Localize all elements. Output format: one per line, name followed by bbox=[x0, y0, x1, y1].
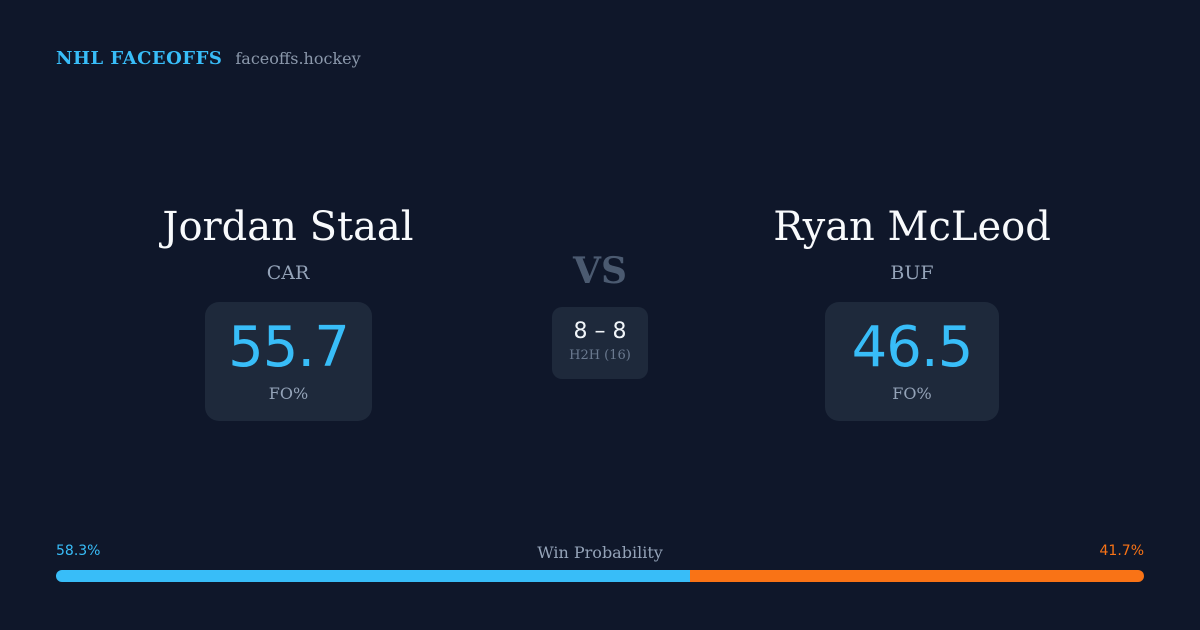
right-player-team: BUF bbox=[890, 262, 934, 284]
versus-label: VS bbox=[573, 250, 627, 292]
head-to-head-score: 8 – 8 bbox=[573, 319, 627, 344]
left-player-name: Jordan Staal bbox=[162, 204, 414, 250]
win-probability-bar bbox=[56, 570, 1144, 582]
right-probability-fill bbox=[690, 570, 1144, 582]
brand-domain: faceoffs.hockey bbox=[235, 49, 361, 68]
win-probability-title: Win Probability bbox=[537, 543, 663, 562]
left-faceoff-label: FO% bbox=[268, 384, 309, 403]
right-win-probability: 41.7% bbox=[1099, 543, 1144, 559]
right-faceoff-percentage: 46.5 bbox=[851, 315, 974, 380]
left-faceoff-stat-card: 55.7 FO% bbox=[205, 302, 372, 421]
right-player-name: Ryan McLeod bbox=[773, 204, 1051, 250]
left-player-team: CAR bbox=[266, 262, 310, 284]
left-faceoff-percentage: 55.7 bbox=[228, 315, 350, 380]
right-faceoff-label: FO% bbox=[892, 384, 932, 403]
brand-title: NHL FACEOFFS bbox=[56, 48, 223, 69]
right-faceoff-stat-card: 46.5 FO% bbox=[825, 302, 999, 421]
head-to-head-label: H2H (16) bbox=[569, 348, 631, 363]
brand-header: NHL FACEOFFS faceoffs.hockey bbox=[56, 48, 361, 69]
head-to-head-card: 8 – 8 H2H (16) bbox=[552, 307, 648, 379]
left-win-probability: 58.3% bbox=[56, 543, 101, 559]
left-probability-fill bbox=[56, 570, 691, 582]
